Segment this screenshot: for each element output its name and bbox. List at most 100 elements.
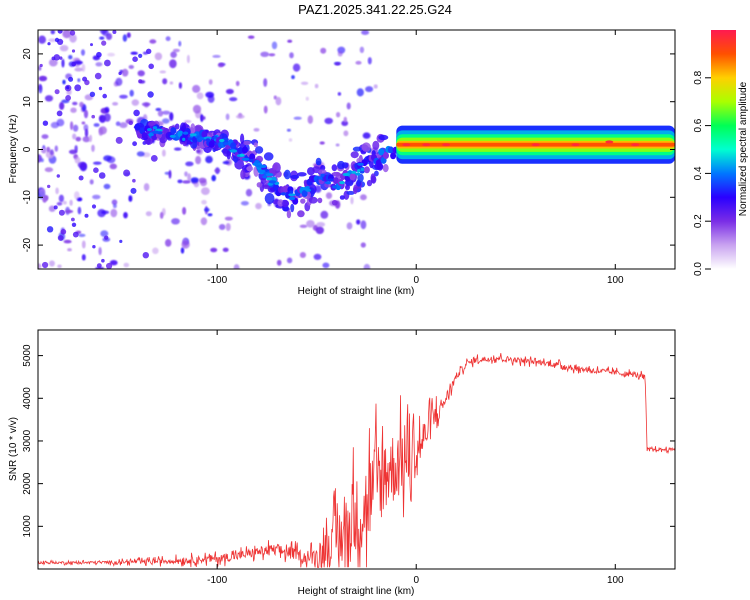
ridge-spread-blob: [320, 165, 326, 171]
noise-blob: [211, 174, 216, 182]
noise-blob: [205, 155, 213, 164]
noise-blob: [50, 30, 55, 35]
noise-blob: [225, 88, 234, 95]
noise-blob: [373, 84, 378, 89]
noise-blob: [365, 86, 374, 93]
noise-blob: [68, 55, 73, 60]
ridge-bright-core: [318, 176, 323, 180]
noise-blob: [62, 30, 72, 39]
ridge-core-blob: [383, 152, 389, 159]
ridge-bright-core: [249, 159, 254, 163]
ridge-bright-core: [320, 173, 325, 177]
noise-spot: [146, 48, 152, 54]
noise-blob: [165, 36, 171, 42]
noise-blob: [207, 213, 213, 217]
snr-xtick-label: 100: [607, 575, 624, 586]
spectrogram-ylabel: Frequency (Hz): [8, 115, 19, 184]
noise-blob: [95, 62, 103, 67]
ridge-bright-core: [357, 162, 364, 166]
ridge-bright-core: [265, 173, 274, 177]
noise-blob: [299, 252, 306, 258]
noise-spot: [56, 110, 63, 117]
tone-peak: [571, 143, 580, 147]
noise-spot: [91, 204, 97, 209]
noise-blob: [205, 91, 215, 98]
ridge-spread-blob: [174, 123, 180, 130]
ridge-spread-blob: [366, 179, 373, 187]
noise-blob: [276, 259, 282, 266]
noise-spot: [150, 155, 158, 162]
noise-blob: [119, 122, 128, 129]
noise-blob: [59, 101, 65, 110]
ridge-spread-blob: [256, 182, 262, 188]
snr-ytick-label: 1000: [22, 515, 33, 538]
noise-blob: [98, 127, 104, 136]
ridge-spread-blob: [272, 164, 278, 171]
noise-blob: [122, 34, 128, 42]
noise-blob: [300, 81, 309, 86]
noise-blob: [82, 136, 91, 143]
ridge-core-blob: [170, 127, 177, 135]
noise-blob: [81, 254, 86, 261]
tone-peak: [531, 143, 540, 147]
noise-spot: [46, 226, 54, 233]
ridge-spread-blob: [378, 134, 389, 141]
noise-blob: [92, 194, 101, 200]
noise-spot: [128, 120, 133, 126]
noise-blob: [305, 96, 309, 101]
spectrogram-ytick-label: 20: [22, 48, 33, 60]
noise-blob: [168, 169, 172, 179]
ridge-spread-blob: [253, 142, 258, 148]
noise-blob: [233, 264, 240, 269]
noise-blob: [186, 54, 190, 64]
noise-blob: [287, 39, 293, 43]
noise-blob: [214, 169, 221, 173]
ridge-bright-core: [205, 138, 210, 142]
ridge-core-blob: [375, 159, 382, 167]
noise-blob: [136, 151, 145, 157]
colorbar-tick-label: 0.6: [693, 118, 704, 132]
noise-blob: [201, 187, 210, 196]
noise-blob: [171, 218, 180, 225]
ridge-spread-blob: [308, 196, 318, 204]
noise-blob: [157, 110, 164, 117]
noise-blob: [185, 161, 194, 167]
ridge-spread-blob: [226, 150, 231, 160]
noise-blob: [77, 78, 81, 83]
ridge-spread-blob: [297, 172, 307, 177]
noise-blob: [322, 262, 330, 269]
noise-blob: [74, 60, 83, 65]
noise-blob: [99, 36, 105, 40]
noise-spot: [72, 231, 79, 238]
noise-blob: [62, 200, 67, 205]
noise-blob: [69, 33, 77, 43]
snr-xtick-label: 0: [413, 575, 419, 586]
noise-blob: [224, 216, 233, 221]
noise-spot: [115, 136, 123, 144]
noise-blob: [152, 247, 159, 255]
noise-spot: [56, 174, 60, 178]
noise-blob: [350, 196, 354, 205]
noise-spot: [39, 63, 43, 68]
colorbar-label: Normalized spectral amplitude: [738, 81, 749, 216]
noise-spot: [78, 175, 84, 181]
ridge-core-blob: [282, 185, 289, 193]
spectrogram-ytick-label: -20: [22, 237, 33, 252]
noise-blob: [109, 260, 118, 266]
snr-ytick-label: 3000: [22, 429, 33, 452]
noise-blob: [68, 149, 78, 155]
noise-spot: [71, 61, 76, 67]
noise-blob: [159, 211, 164, 219]
noise-blob: [225, 223, 231, 231]
noise-blob: [107, 52, 115, 57]
ridge-spread-blob: [214, 144, 219, 151]
noise-blob: [67, 248, 72, 252]
colorbar-tick-label: 0.8: [693, 70, 704, 84]
tone-peak: [422, 143, 431, 147]
noise-blob: [263, 78, 268, 87]
ridge-bright-core: [262, 175, 268, 179]
noise-blob: [343, 130, 349, 137]
noise-blob: [61, 58, 65, 68]
noise-blob: [324, 117, 334, 125]
